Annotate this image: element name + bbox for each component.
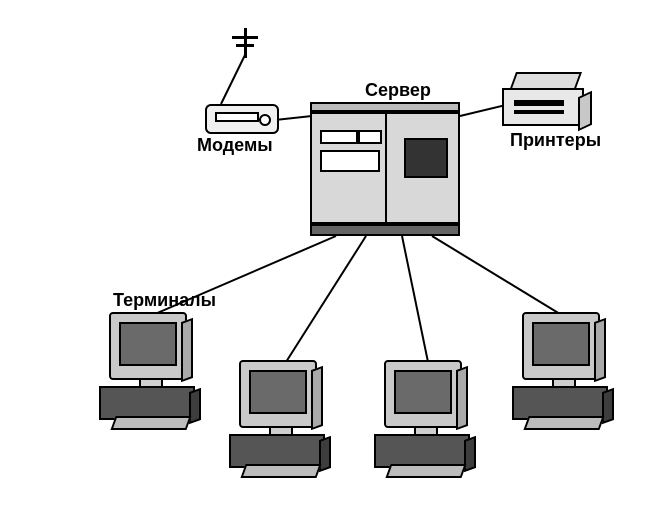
modems-label: Модемы	[197, 135, 273, 156]
antenna-icon	[230, 28, 260, 58]
printers-label: Принтеры	[510, 130, 601, 151]
modem-icon	[205, 104, 279, 134]
terminal-icon	[95, 312, 205, 432]
printer-icon	[502, 70, 592, 125]
terminal-icon	[370, 360, 480, 480]
terminal-icon	[508, 312, 618, 432]
terminal-icon	[225, 360, 335, 480]
server-icon	[310, 102, 460, 237]
server-label: Сервер	[365, 80, 431, 101]
terminals-label: Терминалы	[113, 290, 216, 311]
network-diagram: Сервер Модемы Принтеры Терминалы	[0, 0, 659, 530]
